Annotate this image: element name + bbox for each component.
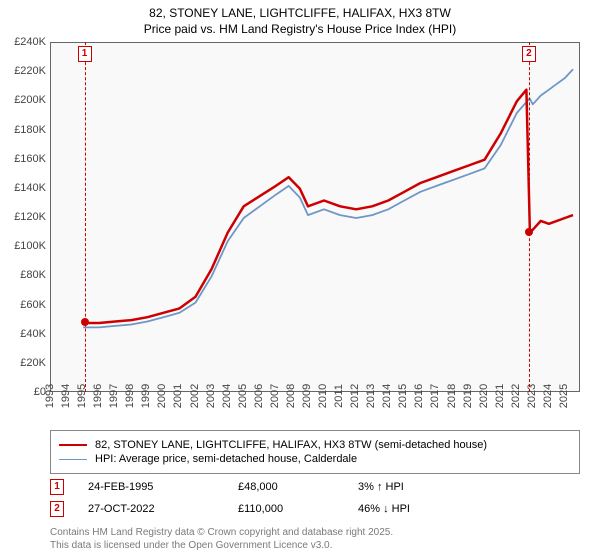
marker-dot-icon <box>81 318 89 326</box>
x-axis-tick: 2025 <box>558 384 570 408</box>
x-axis-tick: 1993 <box>44 384 56 408</box>
legend-swatch-price-icon <box>59 444 87 446</box>
x-axis-tick: 2024 <box>542 384 554 408</box>
y-axis-tick: £120K <box>14 211 46 223</box>
footer-line2: This data is licensed under the Open Gov… <box>50 539 580 552</box>
title-line1: 82, STONEY LANE, LIGHTCLIFFE, HALIFAX, H… <box>0 6 600 22</box>
x-axis-tick: 2019 <box>462 384 474 408</box>
series-line-hpi <box>83 69 573 327</box>
chart-title: 82, STONEY LANE, LIGHTCLIFFE, HALIFAX, H… <box>0 0 600 37</box>
x-axis-tick: 2014 <box>381 384 393 408</box>
series-line-price_paid <box>86 90 574 323</box>
x-axis-tick: 2023 <box>526 384 538 408</box>
x-axis-tick: 2003 <box>205 384 217 408</box>
event-marker-icon: 2 <box>50 501 64 517</box>
event-table: 1 24-FEB-1995 £48,000 3% ↑ HPI 2 27-OCT-… <box>50 476 580 520</box>
x-axis-tick: 2021 <box>494 384 506 408</box>
y-axis-tick: £20K <box>20 357 46 369</box>
x-axis-tick: 1997 <box>108 384 120 408</box>
event-pct: 3% ↑ HPI <box>358 481 498 493</box>
y-axis-tick: £60K <box>20 299 46 311</box>
x-axis-tick: 2011 <box>333 384 345 408</box>
x-axis-tick: 1999 <box>140 384 152 408</box>
legend-item-price: 82, STONEY LANE, LIGHTCLIFFE, HALIFAX, H… <box>59 439 571 451</box>
y-axis-tick: £140K <box>14 182 46 194</box>
y-axis-tick: £160K <box>14 153 46 165</box>
event-date: 27-OCT-2022 <box>88 503 238 515</box>
legend-label-price: 82, STONEY LANE, LIGHTCLIFFE, HALIFAX, H… <box>95 439 487 451</box>
x-axis-tick: 2009 <box>301 384 313 408</box>
y-axis-tick: £180K <box>14 124 46 136</box>
x-axis-tick: 2017 <box>429 384 441 408</box>
event-date: 24-FEB-1995 <box>88 481 238 493</box>
x-axis-tick: 2016 <box>413 384 425 408</box>
line-chart-svg <box>51 43 579 391</box>
event-price: £110,000 <box>238 503 358 515</box>
footer: Contains HM Land Registry data © Crown c… <box>50 526 580 552</box>
y-axis-tick: £220K <box>14 65 46 77</box>
x-axis-tick: 2001 <box>172 384 184 408</box>
y-axis-tick: £40K <box>20 328 46 340</box>
y-axis-tick: £240K <box>14 36 46 48</box>
y-axis-tick: £100K <box>14 240 46 252</box>
event-pct: 46% ↓ HPI <box>358 503 498 515</box>
legend-label-hpi: HPI: Average price, semi-detached house,… <box>95 453 357 465</box>
event-price: £48,000 <box>238 481 358 493</box>
marker-dot-icon <box>525 228 533 236</box>
legend-swatch-hpi-icon <box>59 459 87 460</box>
x-axis-tick: 1995 <box>76 384 88 408</box>
x-axis-tick: 2015 <box>397 384 409 408</box>
event-marker-icon: 1 <box>50 479 64 495</box>
marker-line <box>529 42 530 392</box>
x-axis-tick: 2020 <box>478 384 490 408</box>
x-axis-tick: 1996 <box>92 384 104 408</box>
x-axis-tick: 1994 <box>60 384 72 408</box>
x-axis-tick: 1998 <box>124 384 136 408</box>
x-axis-tick: 2022 <box>510 384 522 408</box>
event-row: 2 27-OCT-2022 £110,000 46% ↓ HPI <box>50 498 580 520</box>
marker-label-icon: 2 <box>522 46 536 62</box>
x-axis-tick: 2007 <box>269 384 281 408</box>
event-row: 1 24-FEB-1995 £48,000 3% ↑ HPI <box>50 476 580 498</box>
legend-item-hpi: HPI: Average price, semi-detached house,… <box>59 453 571 465</box>
x-axis-tick: 2000 <box>156 384 168 408</box>
x-axis-tick: 2010 <box>317 384 329 408</box>
x-axis-tick: 2006 <box>253 384 265 408</box>
footer-line1: Contains HM Land Registry data © Crown c… <box>50 526 580 539</box>
y-axis-tick: £80K <box>20 269 46 281</box>
y-axis-tick: £200K <box>14 94 46 106</box>
x-axis-tick: 2008 <box>285 384 297 408</box>
x-axis-tick: 2012 <box>349 384 361 408</box>
x-axis-tick: 2018 <box>446 384 458 408</box>
legend: 82, STONEY LANE, LIGHTCLIFFE, HALIFAX, H… <box>50 430 580 474</box>
x-axis-tick: 2004 <box>221 384 233 408</box>
x-axis-tick: 2002 <box>189 384 201 408</box>
plot-area <box>50 42 580 392</box>
marker-label-icon: 1 <box>78 46 92 62</box>
x-axis-tick: 2005 <box>237 384 249 408</box>
marker-line <box>85 42 86 392</box>
x-axis-tick: 2013 <box>365 384 377 408</box>
title-line2: Price paid vs. HM Land Registry's House … <box>0 22 600 38</box>
